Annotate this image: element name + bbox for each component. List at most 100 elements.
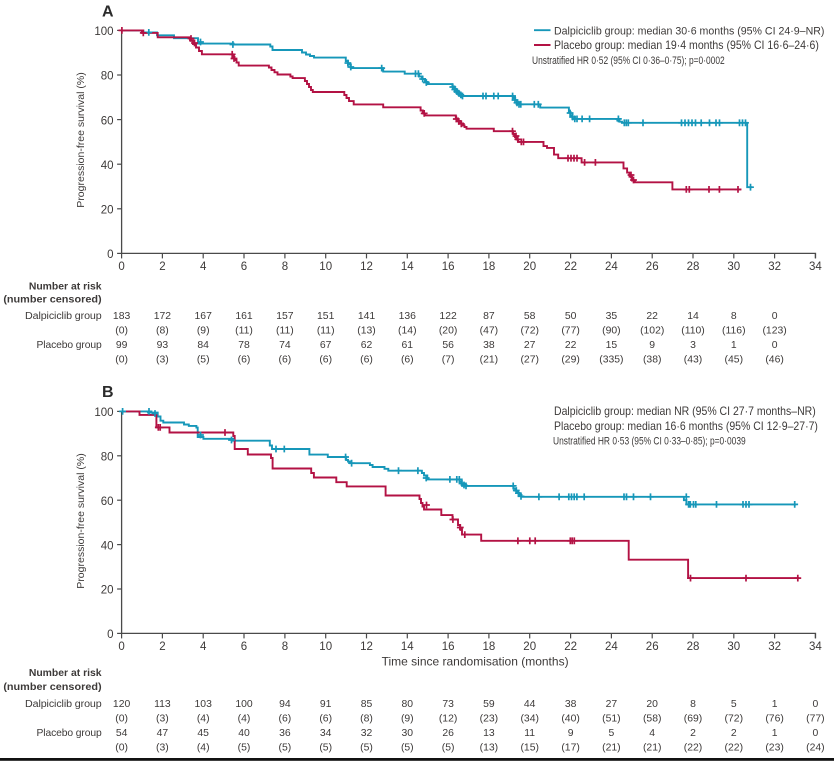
svg-text:(69): (69) — [684, 714, 702, 725]
svg-text:(5): (5) — [238, 743, 251, 754]
svg-text:(123): (123) — [762, 325, 786, 336]
svg-text:(335): (335) — [599, 354, 623, 365]
svg-text:(72): (72) — [520, 325, 538, 336]
svg-text:30: 30 — [727, 261, 740, 273]
svg-text:22: 22 — [646, 311, 658, 322]
svg-text:(12): (12) — [439, 714, 457, 725]
svg-text:(9): (9) — [197, 325, 210, 336]
svg-text:38: 38 — [565, 699, 577, 710]
svg-text:(45): (45) — [725, 354, 743, 365]
svg-text:45: 45 — [197, 728, 209, 739]
svg-text:24: 24 — [605, 261, 618, 273]
svg-text:(11): (11) — [276, 325, 294, 336]
svg-text:3: 3 — [690, 340, 696, 351]
svg-text:30: 30 — [727, 641, 740, 653]
svg-text:80: 80 — [101, 452, 114, 464]
svg-text:(5): (5) — [401, 743, 414, 754]
svg-text:(47): (47) — [480, 325, 498, 336]
svg-text:59: 59 — [483, 699, 495, 710]
svg-text:(13): (13) — [357, 325, 375, 336]
svg-text:(number censored): (number censored) — [3, 681, 102, 693]
svg-text:94: 94 — [279, 699, 291, 710]
svg-text:(5): (5) — [442, 743, 455, 754]
svg-text:Placebo group: Placebo group — [36, 340, 101, 351]
svg-text:100: 100 — [94, 407, 113, 419]
svg-text:161: 161 — [235, 311, 253, 322]
svg-text:(5): (5) — [360, 743, 373, 754]
svg-text:56: 56 — [442, 340, 454, 351]
svg-text:8: 8 — [282, 641, 288, 653]
svg-text:(7): (7) — [442, 354, 455, 365]
svg-text:93: 93 — [157, 340, 169, 351]
svg-text:(24): (24) — [806, 743, 824, 754]
svg-text:(27): (27) — [520, 354, 538, 365]
svg-text:Time since randomisation (mont: Time since randomisation (months) — [382, 655, 569, 669]
svg-text:20: 20 — [101, 585, 114, 597]
svg-text:0: 0 — [772, 311, 778, 322]
svg-text:Dalpiciclib group: Dalpiciclib group — [25, 311, 102, 322]
svg-text:(6): (6) — [238, 354, 251, 365]
svg-text:5: 5 — [731, 699, 737, 710]
svg-text:(17): (17) — [561, 743, 579, 754]
svg-text:5: 5 — [609, 728, 615, 739]
svg-text:Unstratified HR 0·53 (95% CI 0: Unstratified HR 0·53 (95% CI 0·33–0·85);… — [553, 435, 746, 448]
svg-text:80: 80 — [101, 71, 114, 83]
svg-text:20: 20 — [523, 261, 536, 273]
svg-text:122: 122 — [439, 311, 457, 322]
svg-text:16: 16 — [442, 641, 455, 653]
svg-text:(11): (11) — [317, 325, 335, 336]
svg-text:(3): (3) — [156, 743, 169, 754]
svg-text:(6): (6) — [279, 354, 292, 365]
svg-text:0: 0 — [118, 261, 124, 273]
svg-text:22: 22 — [564, 641, 577, 653]
svg-text:(11): (11) — [235, 325, 253, 336]
svg-text:0: 0 — [813, 699, 819, 710]
svg-text:50: 50 — [565, 311, 577, 322]
svg-text:183: 183 — [113, 311, 131, 322]
svg-text:84: 84 — [197, 340, 209, 351]
svg-text:6: 6 — [241, 641, 247, 653]
svg-text:0: 0 — [118, 641, 124, 653]
svg-text:(77): (77) — [561, 325, 579, 336]
svg-text:9: 9 — [649, 340, 655, 351]
svg-text:100: 100 — [235, 699, 253, 710]
svg-text:2: 2 — [731, 728, 737, 739]
svg-text:(5): (5) — [279, 743, 292, 754]
svg-text:8: 8 — [282, 261, 288, 273]
svg-text:103: 103 — [195, 699, 213, 710]
svg-text:(21): (21) — [643, 743, 661, 754]
svg-text:47: 47 — [157, 728, 169, 739]
svg-text:4: 4 — [200, 261, 207, 273]
svg-text:16: 16 — [442, 261, 455, 273]
svg-text:(6): (6) — [360, 354, 373, 365]
svg-text:26: 26 — [646, 641, 659, 653]
svg-text:(8): (8) — [360, 714, 373, 725]
svg-text:36: 36 — [279, 728, 291, 739]
svg-text:0: 0 — [107, 249, 113, 261]
svg-text:(76): (76) — [765, 714, 783, 725]
svg-text:(72): (72) — [725, 714, 743, 725]
svg-text:10: 10 — [319, 261, 332, 273]
svg-text:(0): (0) — [115, 714, 128, 725]
svg-text:(13): (13) — [480, 743, 498, 754]
svg-text:35: 35 — [606, 311, 618, 322]
svg-text:(40): (40) — [561, 714, 579, 725]
svg-text:Placebo group: median 19·4 mon: Placebo group: median 19·4 months (95% C… — [554, 40, 819, 53]
svg-text:74: 74 — [279, 340, 291, 351]
svg-text:(90): (90) — [602, 325, 620, 336]
svg-text:20: 20 — [523, 641, 536, 653]
svg-text:(23): (23) — [480, 714, 498, 725]
svg-text:(46): (46) — [765, 354, 783, 365]
svg-text:(116): (116) — [722, 325, 746, 336]
svg-text:(3): (3) — [156, 714, 169, 725]
svg-text:8: 8 — [690, 699, 696, 710]
svg-text:Progression-free survival (%): Progression-free survival (%) — [75, 453, 87, 588]
svg-text:157: 157 — [276, 311, 294, 322]
svg-text:12: 12 — [360, 261, 373, 273]
svg-text:(5): (5) — [319, 743, 332, 754]
svg-text:14: 14 — [401, 641, 414, 653]
svg-text:(22): (22) — [684, 743, 702, 754]
svg-text:26: 26 — [646, 261, 659, 273]
svg-text:(6): (6) — [279, 714, 292, 725]
svg-text:1: 1 — [772, 699, 778, 710]
